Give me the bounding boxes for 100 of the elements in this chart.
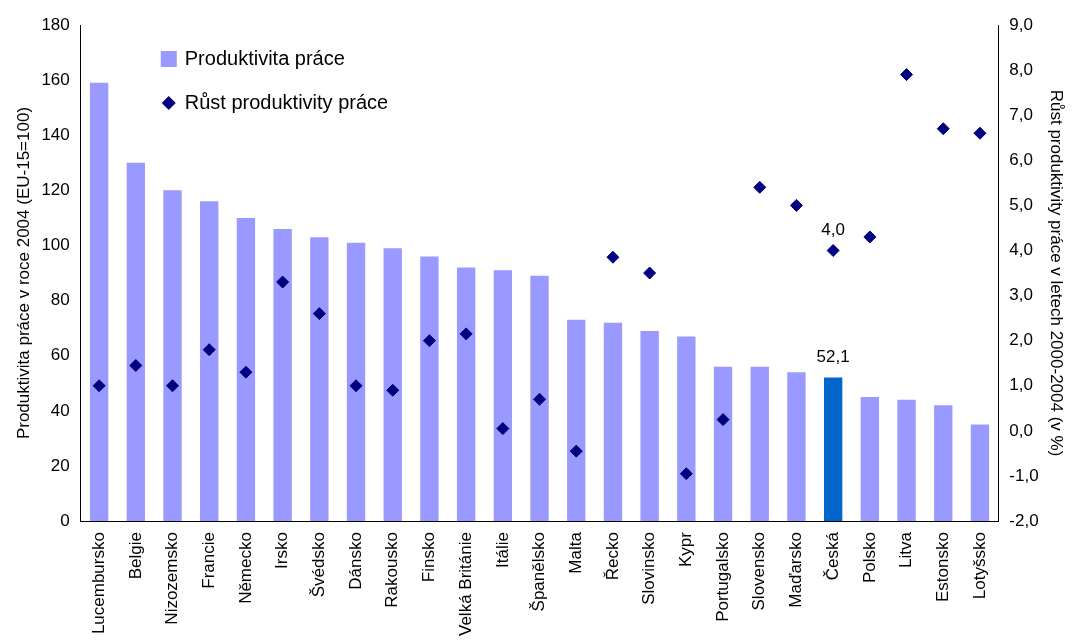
point bbox=[459, 327, 473, 341]
point bbox=[606, 250, 620, 264]
bar bbox=[89, 82, 109, 522]
x-tick-label: Lucembursko bbox=[88, 532, 108, 635]
y-tick-label: 120 bbox=[41, 180, 70, 200]
bar bbox=[823, 377, 843, 522]
bar bbox=[163, 190, 182, 522]
x-tick-label: Dánsko bbox=[345, 532, 365, 590]
point bbox=[349, 379, 363, 393]
point bbox=[863, 230, 877, 244]
point bbox=[496, 422, 510, 436]
x-tick-label: Estonsko bbox=[932, 532, 952, 602]
legend-label: Růst produktivity práce bbox=[184, 90, 389, 113]
bar bbox=[200, 201, 219, 522]
point bbox=[92, 379, 106, 393]
y-tick-label: 100 bbox=[41, 235, 70, 255]
bar bbox=[530, 275, 549, 522]
x-tick-label: Maďarsko bbox=[786, 532, 806, 608]
x-tick-label: Nizozemsko bbox=[162, 532, 182, 625]
bar bbox=[713, 366, 733, 522]
point bbox=[533, 392, 547, 406]
y-tick-label: 80 bbox=[50, 290, 70, 310]
y-tick-label: 60 bbox=[50, 345, 70, 365]
x-tick-label: Finsko bbox=[419, 532, 439, 583]
x-tick-label: Španělsko bbox=[529, 532, 549, 612]
bar bbox=[383, 248, 402, 522]
y2-tick-label: 0,0 bbox=[1009, 420, 1033, 440]
y-axis-title: Produktivita práce v roce 2004 (EU-15=100) bbox=[13, 106, 33, 440]
y2-tick-label: 7,0 bbox=[1009, 104, 1033, 124]
bar bbox=[970, 424, 990, 522]
y-tick-label: 160 bbox=[41, 69, 70, 89]
x-tick-label: Řecko bbox=[602, 532, 622, 581]
x-tick-label: Velká Británie bbox=[455, 532, 475, 636]
x-tick-label: Kypr bbox=[676, 531, 696, 568]
bar bbox=[787, 372, 806, 522]
x-tick-label: Litva bbox=[896, 531, 916, 568]
x-tick-label: Slovensko bbox=[749, 532, 769, 611]
y-tick-label: 20 bbox=[50, 455, 70, 475]
y2-axis-title: Růst produktivity práce v letech 2000-2004 (v %) bbox=[1047, 89, 1067, 457]
x-tick-label: Rakousko bbox=[382, 532, 402, 608]
y-tick-label: 0 bbox=[60, 510, 70, 530]
point bbox=[753, 180, 767, 194]
point bbox=[789, 198, 803, 212]
y-tick-label: 40 bbox=[50, 400, 70, 420]
point bbox=[936, 122, 950, 136]
bar bbox=[273, 228, 292, 522]
y2-tick-label: 2,0 bbox=[1009, 330, 1033, 350]
bar bbox=[493, 270, 513, 522]
point bbox=[386, 383, 400, 397]
point bbox=[276, 275, 290, 289]
x-tick-label: Irsko bbox=[272, 532, 292, 569]
point bbox=[239, 365, 253, 379]
x-tick-label: Francie bbox=[198, 532, 218, 589]
x-tick-label: Německo bbox=[235, 532, 255, 604]
y2-tick-label: 6,0 bbox=[1009, 149, 1033, 169]
bar bbox=[236, 217, 256, 522]
y2-tick-label: 8,0 bbox=[1009, 59, 1033, 79]
point bbox=[973, 126, 987, 140]
data-label: 4,0 bbox=[821, 219, 845, 239]
bar bbox=[567, 319, 586, 522]
x-tick-label: Portugalsko bbox=[712, 532, 732, 622]
bar bbox=[677, 336, 696, 522]
bar bbox=[346, 242, 366, 522]
bar bbox=[640, 330, 659, 522]
point bbox=[312, 307, 326, 321]
bar bbox=[456, 267, 476, 522]
y-tick-label: 180 bbox=[41, 14, 70, 34]
point bbox=[569, 444, 583, 458]
point bbox=[422, 334, 436, 348]
x-tick-label: Česká bbox=[822, 531, 842, 581]
bar bbox=[750, 366, 769, 522]
x-tick-label: Lotyšsko bbox=[969, 532, 989, 600]
y2-tick-label: 3,0 bbox=[1009, 285, 1033, 305]
bar bbox=[310, 237, 329, 522]
legend-label: Produktivita práce bbox=[184, 46, 345, 69]
bar bbox=[126, 162, 145, 522]
x-tick-label: Belgie bbox=[125, 532, 145, 580]
y2-tick-label: -2,0 bbox=[1009, 510, 1039, 530]
bar bbox=[603, 322, 623, 522]
bar bbox=[897, 399, 916, 522]
x-tick-label: Malta bbox=[565, 531, 585, 574]
y2-tick-label: -1,0 bbox=[1009, 465, 1039, 485]
x-tick-label: Itálie bbox=[492, 532, 512, 568]
point bbox=[716, 413, 730, 427]
x-tick-label: Slovinsko bbox=[639, 532, 659, 605]
x-tick-label: Švédsko bbox=[309, 532, 329, 598]
y2-tick-label: 4,0 bbox=[1009, 240, 1033, 260]
point bbox=[166, 379, 180, 393]
point bbox=[202, 343, 216, 357]
bar bbox=[934, 405, 953, 522]
point bbox=[826, 243, 840, 257]
data-label: 52,1 bbox=[816, 346, 850, 366]
bar bbox=[420, 256, 439, 522]
x-tick-label: Polsko bbox=[859, 532, 879, 584]
y2-tick-label: 1,0 bbox=[1009, 375, 1033, 395]
point bbox=[679, 467, 693, 481]
point bbox=[643, 266, 657, 280]
y-tick-label: 140 bbox=[41, 124, 70, 144]
bar bbox=[860, 397, 880, 522]
y2-tick-label: 5,0 bbox=[1009, 195, 1033, 215]
